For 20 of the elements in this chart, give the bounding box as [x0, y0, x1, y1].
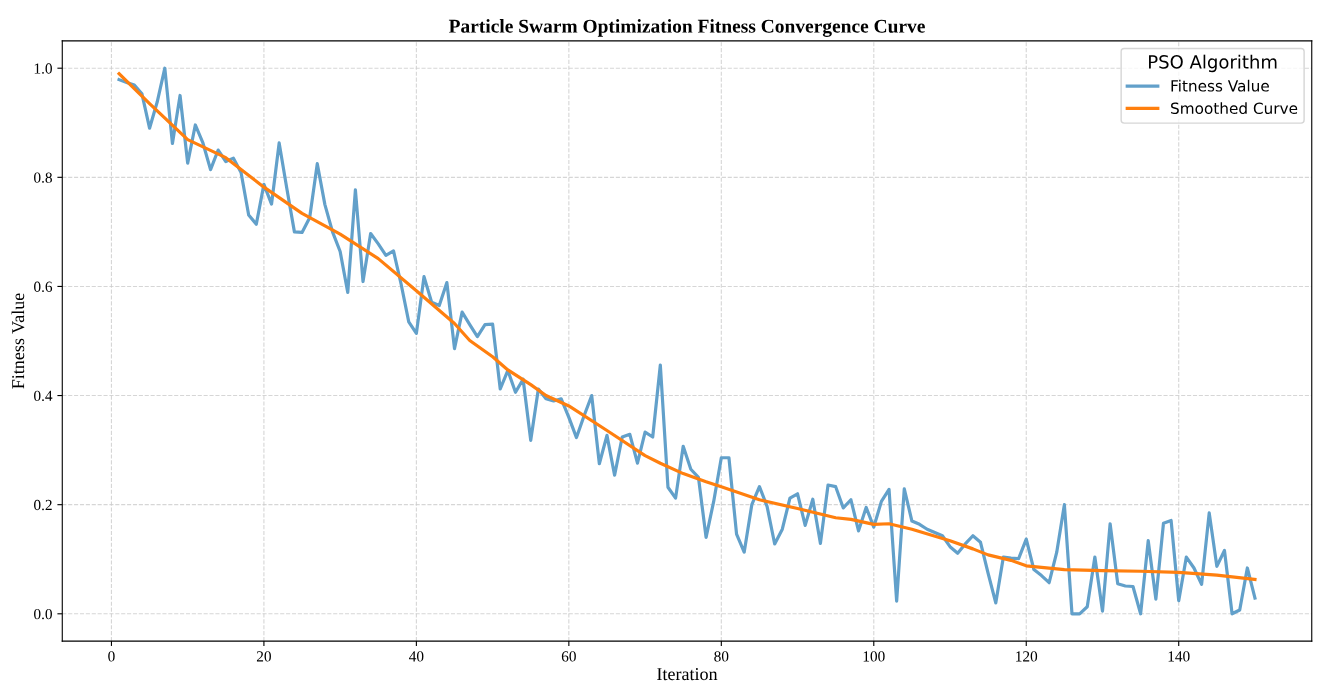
x-tick-label: 20 — [256, 651, 271, 662]
legend-label: Smoothed Curve — [1171, 102, 1298, 115]
x-tick-label: 120 — [1016, 651, 1038, 662]
x-tick-label: 80 — [714, 651, 729, 662]
y-tick-label: 0.6 — [34, 281, 53, 292]
x-tick-label: 60 — [561, 651, 576, 662]
legend-title: PSO Algorithm — [1149, 54, 1277, 73]
x-tick-label: 100 — [863, 651, 885, 662]
x-tick-label: 140 — [1168, 651, 1190, 662]
y-axis-title: Fitness Value — [11, 293, 25, 389]
y-tick-label: 0.0 — [34, 608, 52, 620]
y-tick-label: 1.0 — [34, 63, 52, 74]
y-tick-label: 0.4 — [34, 390, 53, 402]
x-tick-label: 40 — [409, 651, 424, 662]
y-tick-label: 0.2 — [34, 499, 52, 511]
chart-title: Particle Swarm Optimization Fitness Convergence Curve — [448, 19, 925, 37]
x-axis-title: Iteration — [657, 668, 718, 681]
x-tick-label: 0 — [108, 651, 115, 662]
y-tick-label: 0.8 — [34, 172, 52, 183]
legend-label: Fitness Value — [1171, 79, 1269, 92]
